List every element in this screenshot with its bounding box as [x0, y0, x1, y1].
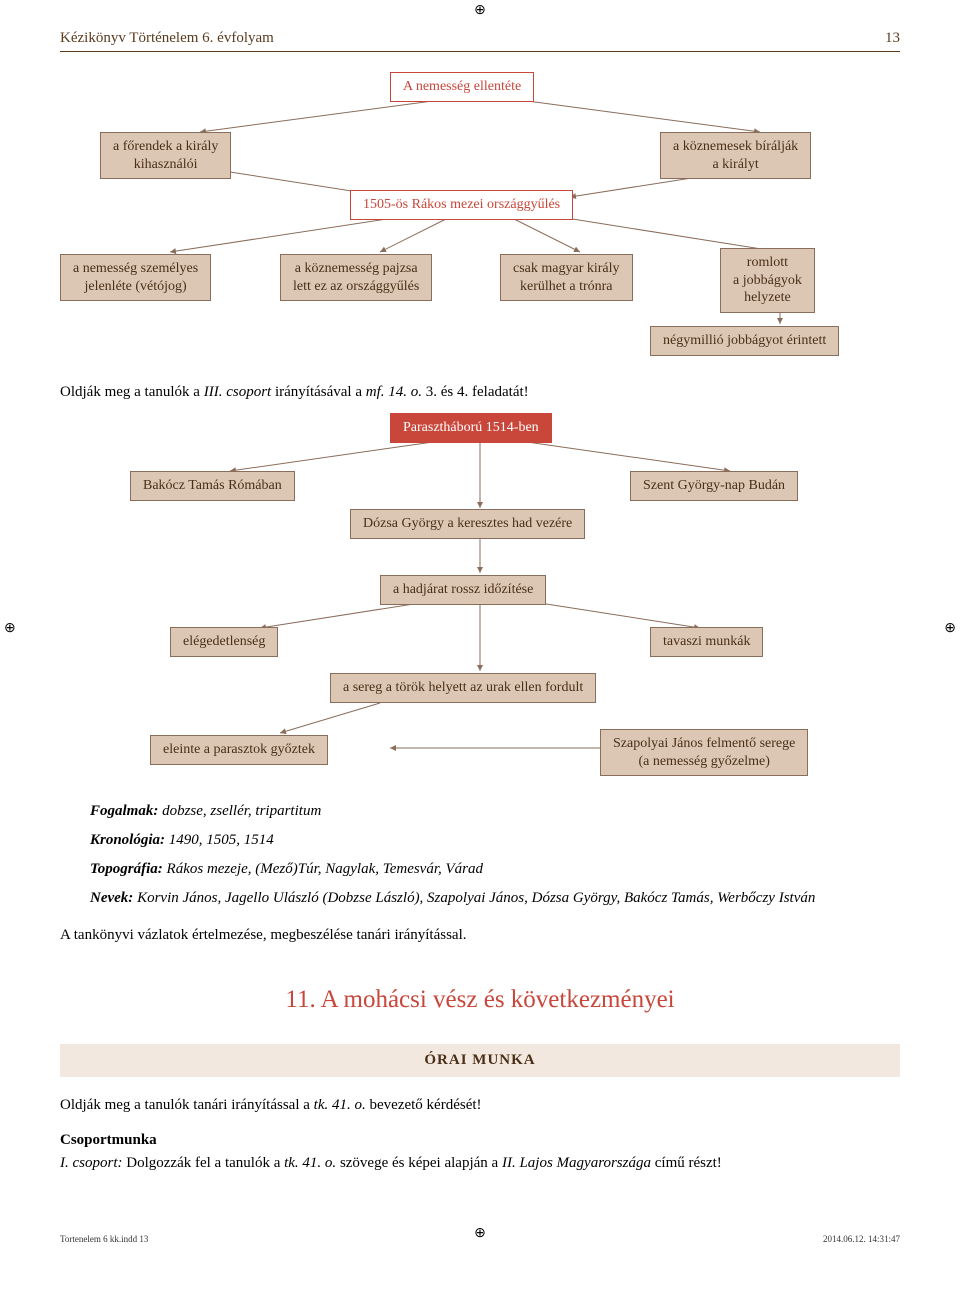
d1-leaf5: négymillió jobbágyot érintett	[650, 326, 839, 356]
info-kron: Kronológia: 1490, 1505, 1514	[90, 830, 900, 851]
instruction-between: Oldják meg a tanulók a III. csoport irán…	[60, 382, 900, 403]
txt: című részt!	[651, 1155, 722, 1171]
csoport-line: I. csoport: Dolgozzák fel a tanulók a tk…	[60, 1153, 900, 1174]
section-line1: Oldják meg a tanulók tanári irányítással…	[60, 1095, 900, 1116]
d1-row1-right: a köznemesek bíráljáka királyt	[660, 132, 811, 179]
d1-leaf3: csak magyar királykerülhet a trónra	[500, 254, 633, 301]
d1-leaf2: a köznemesség pajzsalett ez az országgyű…	[280, 254, 432, 301]
d2-n8: eleinte a parasztok győztek	[150, 735, 328, 765]
txt-italic: I. csoport:	[60, 1155, 123, 1171]
registration-mark-top: ⊕	[474, 2, 486, 19]
header-title: Kézikönyv Történelem 6. évfolyam	[60, 30, 274, 47]
info-fogalmak: Fogalmak: dobzse, zsellér, tripartitum	[90, 801, 900, 822]
info-closing: A tankönyvi vázlatok értelmezése, megbes…	[60, 925, 900, 946]
csoportmunka-label: Csoportmunka	[60, 1130, 900, 1151]
info-nevek: Nevek: Korvin János, Jagello Ulászló (Do…	[90, 888, 900, 909]
registration-mark-left: ⊕	[4, 620, 16, 637]
page-number: 13	[885, 30, 900, 47]
txt-italic: tk. 41. o.	[314, 1097, 366, 1113]
txt: Oldják meg a tanulók tanári irányítással…	[60, 1097, 314, 1113]
running-header: Kézikönyv Történelem 6. évfolyam 13	[60, 30, 900, 52]
d2-n1: Bakócz Tamás Rómában	[130, 471, 295, 501]
info-block: Fogalmak: dobzse, zsellér, tripartitum K…	[90, 801, 900, 909]
d2-n3: Dózsa György a keresztes had vezére	[350, 509, 585, 539]
registration-mark-bottom: ⊕	[474, 1225, 486, 1242]
d2-n4: a hadjárat rossz időzítése	[380, 575, 546, 605]
d2-root: Parasztháború 1514-ben	[390, 413, 552, 443]
orai-munka-heading: ÓRAI MUNKA	[60, 1044, 900, 1077]
diagram-peasant-war: Parasztháború 1514-ben Bakócz Tamás Rómá…	[60, 413, 900, 793]
label: Topográfia:	[90, 861, 163, 877]
info-topo: Topográfia: Rákos mezeje, (Mező)Túr, Nag…	[90, 859, 900, 880]
d1-leaf1: a nemesség személyesjelenléte (vétójog)	[60, 254, 211, 301]
txt: Oldják meg a tanulók a	[60, 384, 204, 400]
txt: 3. és 4. feladatát!	[422, 384, 529, 400]
registration-mark-right: ⊕	[944, 620, 956, 637]
footer-right: 2014.06.12. 14:31:47	[823, 1234, 900, 1244]
txt: bevezető kérdését!	[366, 1097, 482, 1113]
d1-root: A nemesség ellentéte	[390, 72, 534, 102]
d2-n6: tavaszi munkák	[650, 627, 763, 657]
d2-n2: Szent György-nap Budán	[630, 471, 798, 501]
value: dobzse, zsellér, tripartitum	[158, 803, 321, 819]
txt: irányításával a	[271, 384, 366, 400]
section-title: 11. A mohácsi vész és következményei	[60, 986, 900, 1014]
d1-row1-left: a főrendek a királykihasználói	[100, 132, 231, 179]
footer-left: Tortenelem 6 kk.indd 13	[60, 1234, 148, 1244]
txt-italic: III. csoport	[204, 384, 272, 400]
txt: Dolgozzák fel a tanulók a	[123, 1155, 285, 1171]
d2-n7: a sereg a török helyett az urak ellen fo…	[330, 673, 596, 703]
txt-italic: tk. 41. o.	[284, 1155, 336, 1171]
d1-mid: 1505-ös Rákos mezei országgyűlés	[350, 190, 573, 220]
value: 1490, 1505, 1514	[165, 832, 274, 848]
txt: szövege és képei alapján a	[336, 1155, 502, 1171]
label: Kronológia:	[90, 832, 165, 848]
d2-n5: elégedetlenség	[170, 627, 278, 657]
value: Korvin János, Jagello Ulászló (Dobzse Lá…	[133, 890, 815, 906]
d1-leaf4: romlotta jobbágyokhelyzete	[720, 248, 815, 313]
label: Nevek:	[90, 890, 133, 906]
txt-italic: II. Lajos Magyarországa	[502, 1155, 651, 1171]
value: Rákos mezeje, (Mező)Túr, Nagylak, Temesv…	[163, 861, 483, 877]
diagram-nobility-conflict: A nemesség ellentéte a főrendek a király…	[60, 72, 900, 372]
txt-italic: mf. 14. o.	[366, 384, 422, 400]
d2-n9: Szapolyai János felmentő serege(a nemess…	[600, 729, 808, 776]
label: Fogalmak:	[90, 803, 158, 819]
